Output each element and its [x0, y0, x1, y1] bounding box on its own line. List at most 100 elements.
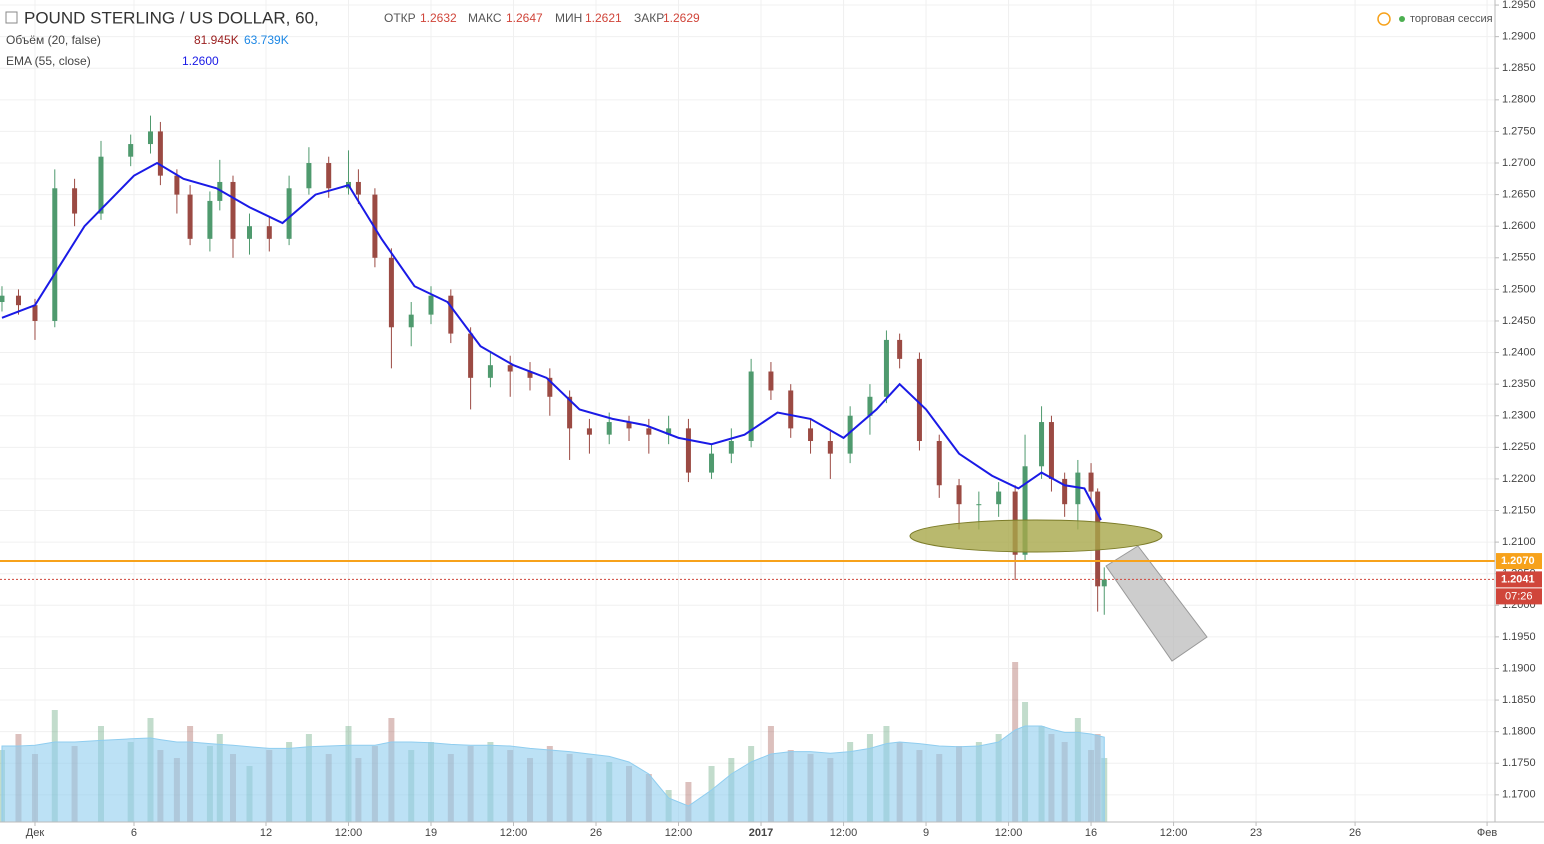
- candle-body: [448, 295, 454, 334]
- candle-body: [52, 188, 58, 321]
- candle-body: [728, 441, 734, 454]
- candle-body: [847, 415, 853, 454]
- y-tick-label: 1.1900: [1502, 662, 1536, 674]
- y-tick-label: 1.2550: [1502, 252, 1536, 264]
- x-tick-label: 6: [131, 827, 137, 839]
- candle-body: [15, 295, 21, 306]
- y-tick-label: 1.1800: [1502, 726, 1536, 738]
- candle-body: [897, 339, 903, 359]
- y-tick-label: 1.1950: [1502, 631, 1536, 643]
- y-tick-label: 1.2300: [1502, 410, 1536, 422]
- candle-body: [187, 194, 193, 239]
- alert-icon[interactable]: [1377, 12, 1391, 26]
- x-tick-label: 12:00: [995, 827, 1023, 839]
- candle-body: [428, 295, 434, 315]
- countdown-box: [1496, 588, 1542, 605]
- candle-body: [827, 441, 833, 454]
- projection-drawing[interactable]: [1105, 545, 1208, 662]
- y-tick-label: 1.1750: [1502, 757, 1536, 769]
- x-tick-label: 26: [590, 827, 602, 839]
- candle-body: [646, 428, 652, 435]
- volume-legend-average: 63.739K: [244, 33, 289, 47]
- candle-body: [72, 188, 78, 214]
- candle-body: [355, 181, 361, 195]
- y-tick-label: 1.2100: [1502, 536, 1536, 548]
- countdown: 07:26: [1505, 590, 1533, 602]
- session-dot: [1399, 16, 1405, 22]
- y-tick-label: 1.2350: [1502, 378, 1536, 390]
- candle-body: [147, 131, 153, 145]
- y-tick-label: 1.2400: [1502, 346, 1536, 358]
- candle-body: [1022, 466, 1028, 555]
- y-tick-label: 1.1850: [1502, 694, 1536, 706]
- candle-body: [666, 428, 672, 435]
- candle-body: [748, 371, 754, 442]
- volume-ma-area: [1, 725, 1105, 823]
- candle-body: [1075, 472, 1081, 505]
- open-value: 1.2632: [420, 11, 457, 25]
- candle-body: [32, 305, 38, 321]
- level-label-box: [1496, 571, 1542, 588]
- candle-body: [916, 358, 922, 442]
- candle-body: [567, 396, 573, 429]
- x-tick-label: 19: [425, 827, 437, 839]
- y-tick-label: 1.2900: [1502, 31, 1536, 43]
- ema-line: [1, 161, 1102, 521]
- candle-body: [808, 428, 814, 442]
- candle-body: [626, 422, 632, 429]
- low-value: 1.2621: [585, 11, 622, 25]
- candle-body: [507, 365, 513, 372]
- y-tick-label: 1.2500: [1502, 283, 1536, 295]
- collapse-button[interactable]: [5, 11, 18, 24]
- candle-body: [956, 485, 962, 505]
- y-tick-label: 1.2250: [1502, 441, 1536, 453]
- levels: [0, 560, 1495, 580]
- volume-legend-name: Объём (20, false): [6, 33, 101, 47]
- candle-body: [306, 163, 312, 189]
- candle-body: [1088, 472, 1094, 492]
- y-tick-label: 1.2650: [1502, 189, 1536, 201]
- candle-body: [936, 441, 942, 486]
- x-tick-label: 2017: [749, 827, 773, 839]
- price-pane: [0, 115, 1107, 615]
- candle-body: [266, 226, 272, 239]
- candle-body: [1101, 579, 1107, 587]
- close-value: 1.2629: [663, 11, 700, 25]
- candle-body: [246, 226, 252, 239]
- candle-body: [1062, 478, 1068, 505]
- candle-body: [547, 377, 553, 397]
- x-tick-label: Дек: [26, 827, 45, 839]
- x-tick-label: 12:00: [1160, 827, 1188, 839]
- y-tick-label: 1.2450: [1502, 315, 1536, 327]
- y-tick-label: 1.2150: [1502, 504, 1536, 516]
- grid: [0, 0, 1495, 822]
- price-axis: [1495, 0, 1544, 844]
- level-label-box: [1496, 553, 1542, 570]
- y-tick-label: 1.2950: [1502, 0, 1536, 11]
- candle-body: [174, 175, 180, 195]
- x-tick-label: 12: [260, 827, 272, 839]
- high-label: МАКС: [468, 11, 502, 25]
- candle-body: [408, 314, 414, 328]
- x-tick-label: 12:00: [335, 827, 363, 839]
- low-label: МИН: [555, 11, 582, 25]
- y-tick-label: 1.2750: [1502, 125, 1536, 137]
- session-label: торговая сессия: [1410, 13, 1493, 25]
- candle-body: [527, 371, 533, 378]
- candle-body: [883, 339, 889, 397]
- volume-legend-value: 81.945K: [194, 33, 239, 47]
- candle-body: [230, 181, 236, 239]
- candle-body: [98, 156, 104, 214]
- candle-body: [1048, 422, 1054, 479]
- chart-title: POUND STERLING / US DOLLAR, 60,: [24, 8, 319, 27]
- candle-body: [1039, 422, 1045, 467]
- candle-body: [709, 453, 715, 473]
- support-zone-drawing[interactable]: [909, 519, 1163, 553]
- candle-body: [157, 131, 163, 176]
- volume-pane: [0, 662, 1108, 823]
- y-tick-label: 1.1700: [1502, 789, 1536, 801]
- candle-body: [388, 257, 394, 328]
- y-tick-label: 1.2700: [1502, 157, 1536, 169]
